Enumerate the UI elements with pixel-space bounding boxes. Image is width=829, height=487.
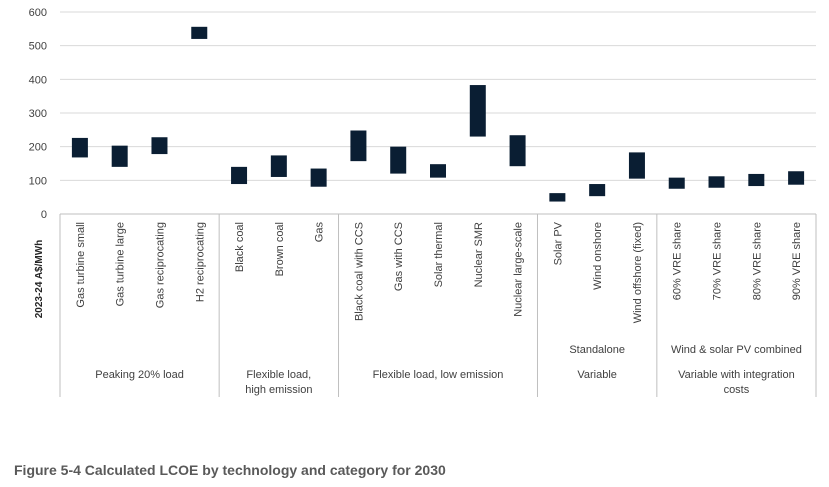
y-tick-label: 100 [29,175,47,187]
category-label: Black coal with CCS [353,222,365,321]
category-label: 90% VRE share [791,222,803,300]
category-label: Solar PV [552,221,564,265]
range-bar [509,135,526,167]
range-bar [469,85,486,137]
range-bar [708,176,725,188]
category-label: Gas [314,222,326,243]
category-label: Nuclear SMR [473,222,485,287]
figure-caption: Figure 5-4 Calculated LCOE by technology… [14,462,446,478]
category-label: Brown coal [274,222,286,276]
range-bar [231,166,248,185]
category-label: Black coal [234,222,246,272]
y-tick-label: 600 [29,7,47,19]
y-tick-label: 200 [29,142,47,154]
group-label: Variable with integration [678,369,795,381]
category-label: 70% VRE share [712,222,724,300]
range-bar [310,168,327,187]
group-label: costs [724,384,750,396]
category-label: Nuclear large-scale [513,222,525,317]
range-bar [111,145,128,167]
category-label: Gas with CCS [393,222,405,291]
y-tick-label: 400 [29,74,47,86]
group-label: Flexible load, [246,369,311,381]
range-bar [390,146,407,174]
range-bar [191,26,208,39]
category-label: Solar thermal [433,222,445,287]
category-label: Gas turbine small [75,222,87,308]
range-bar [549,193,566,202]
category-label: 80% VRE share [751,222,763,300]
group-label: Peaking 20% load [95,369,184,381]
range-bar [628,152,645,179]
range-bar [270,155,287,177]
category-label: 60% VRE share [672,222,684,300]
group-label: Flexible load, low emission [373,369,504,381]
y-tick-label: 300 [29,108,47,120]
range-bar [430,164,446,178]
y-tick-label: 500 [29,41,47,53]
category-label: Wind offshore (fixed) [632,222,644,323]
group-sublabel: Wind & solar PV combined [671,344,802,356]
range-bar [151,137,168,155]
y-axis-label: 2023-24 A$/MWh [34,240,45,319]
category-label: Gas turbine large [115,222,127,306]
range-bar [589,184,606,197]
group-label: high emission [245,384,312,396]
group-sublabel: Standalone [569,344,625,356]
range-bar [788,171,805,185]
range-bar [71,137,88,158]
range-bar [748,173,765,187]
category-label: Gas reciprocating [154,222,166,308]
range-bar [350,130,367,162]
range-bar [668,177,685,189]
category-label: Wind onshore [592,222,604,290]
y-tick-label: 0 [41,209,47,221]
group-label: Variable [577,369,617,381]
category-label: H2 reciprocating [194,222,206,302]
